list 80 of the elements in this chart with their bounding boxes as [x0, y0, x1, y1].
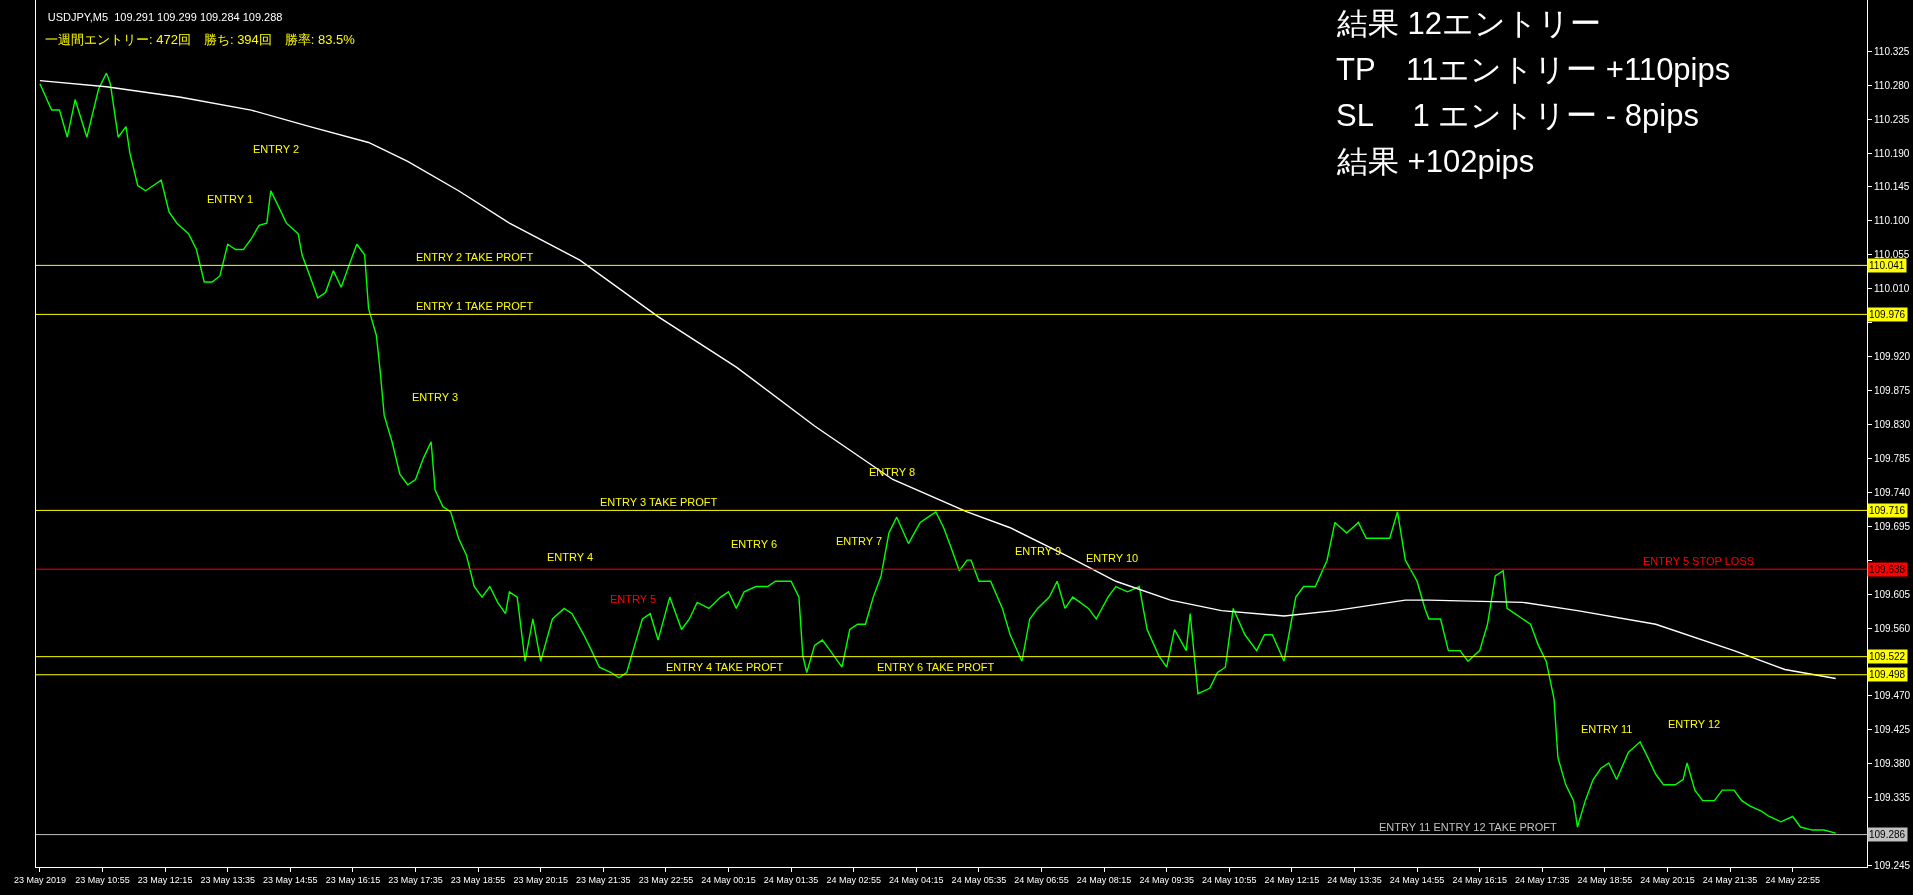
x-tick-label: 24 May 22:55 [1765, 874, 1820, 885]
y-tick-label: 109.335 [1874, 792, 1911, 804]
x-tick-label: 24 May 18:55 [1577, 874, 1633, 885]
ref-line-label: 109.498 [1869, 669, 1906, 680]
annotation: ENTRY 5 STOP LOSS [1643, 555, 1755, 567]
annotation: ENTRY 7 [836, 535, 883, 547]
annotation: TP 11エントリー +110pips [1336, 52, 1731, 87]
y-tick-label: 109.830 [1874, 418, 1911, 430]
x-tick-label: 24 May 01:35 [763, 874, 819, 885]
y-tick-label: 110.100 [1874, 215, 1910, 227]
annotation: ENTRY 10 [1086, 552, 1139, 564]
annotation: ENTRY 3 [412, 391, 459, 403]
x-tick-label: 24 May 10:55 [1202, 874, 1257, 885]
ref-line-label: 109.716 [1869, 505, 1906, 516]
y-tick-label: 109.920 [1874, 351, 1911, 363]
annotation: SL 1 エントリー - 8pips [1336, 98, 1699, 133]
x-tick-label: 23 May 13:35 [200, 874, 255, 885]
x-tick-label: 24 May 20:15 [1640, 874, 1695, 885]
x-tick-label: 23 May 16:15 [325, 874, 381, 885]
x-tick-label: 24 May 06:55 [1014, 874, 1069, 885]
y-tick-label: 110.190 [1874, 147, 1910, 159]
x-tick-label: 24 May 04:15 [889, 874, 944, 885]
annotation: ENTRY 1 TAKE PROFT [416, 300, 534, 312]
y-tick-label: 110.325 [1874, 45, 1910, 57]
x-tick-label: 24 May 16:15 [1452, 874, 1507, 885]
annotation: ENTRY 4 TAKE PROFT [666, 661, 784, 673]
x-tick-label: 23 May 18:55 [450, 874, 506, 885]
y-tick-label: 110.010 [1874, 283, 1910, 295]
y-tick-label: 110.280 [1874, 79, 1910, 91]
x-tick-label: 24 May 09:35 [1139, 874, 1194, 885]
annotation: ENTRY 12 [1668, 718, 1721, 730]
text: 一週間エントリー: 472回 勝ち: 394回 勝率: 83.5% [45, 32, 356, 47]
annotation: 結果 +102pips [1336, 144, 1535, 179]
x-tick-label: 24 May 08:15 [1076, 874, 1132, 885]
x-tick-label: 24 May 13:35 [1327, 874, 1382, 885]
x-tick-label: 24 May 02:55 [826, 874, 881, 885]
y-tick-label: 109.470 [1874, 690, 1911, 702]
x-tick-label: 24 May 17:35 [1515, 874, 1570, 885]
x-tick-label: 24 May 21:35 [1702, 874, 1758, 885]
x-tick-label: 24 May 12:15 [1264, 874, 1320, 885]
y-tick-label: 109.380 [1874, 758, 1911, 770]
ref-line-label: 109.638 [1869, 564, 1906, 575]
y-tick-label: 109.875 [1874, 385, 1911, 397]
annotation: ENTRY 2 TAKE PROFT [416, 251, 534, 263]
y-tick-label: 109.605 [1874, 588, 1911, 600]
annotation: ENTRY 11 [1581, 723, 1633, 735]
x-tick-label: 23 May 14:55 [263, 874, 318, 885]
annotation: ENTRY 6 TAKE PROFT [877, 661, 995, 673]
x-tick-label: 23 May 10:55 [75, 874, 130, 885]
annotation: ENTRY 5 [610, 593, 657, 605]
annotation: 結果 12エントリー [1336, 6, 1602, 41]
annotation: ENTRY 3 TAKE PROFT [600, 496, 718, 508]
annotation: ENTRY 11 ENTRY 12 TAKE PROFT [1379, 821, 1557, 833]
x-tick-label: 23 May 12:15 [137, 874, 193, 885]
x-tick-label: 24 May 14:55 [1389, 874, 1445, 885]
x-tick-label: 24 May 05:35 [951, 874, 1007, 885]
y-tick-label: 109.695 [1874, 520, 1911, 532]
x-tick-label: 23 May 17:35 [388, 874, 443, 885]
y-tick-label: 109.740 [1874, 486, 1911, 498]
x-tick-label: 24 May 00:15 [701, 874, 756, 885]
y-tick-label: 109.425 [1874, 724, 1911, 736]
y-tick-label: 109.785 [1874, 452, 1911, 464]
ref-line-label: 110.041 [1869, 260, 1905, 271]
y-tick-label: 110.055 [1874, 249, 1910, 261]
x-tick-label: 23 May 21:35 [576, 874, 631, 885]
x-tick-label: 23 May 22:55 [638, 874, 694, 885]
ref-line-label: 109.286 [1869, 829, 1906, 840]
y-tick-label: 110.235 [1874, 113, 1910, 125]
ref-line-label: 109.522 [1869, 651, 1906, 662]
annotation: ENTRY 6 [731, 538, 778, 550]
annotation: ENTRY 1 [207, 193, 254, 205]
y-tick-label: 110.145 [1874, 181, 1910, 193]
x-tick-label: 23 May 2019 [13, 874, 66, 885]
text: USDJPY,M5 109.291 109.299 109.284 109.288 [47, 11, 283, 24]
x-tick-label: 23 May 20:15 [513, 874, 568, 885]
y-tick-label: 109.245 [1874, 859, 1911, 871]
annotation: ENTRY 4 [547, 551, 594, 563]
y-tick-label: 109.560 [1874, 622, 1911, 634]
annotation: ENTRY 2 [253, 143, 300, 155]
ref-line-label: 109.976 [1869, 309, 1906, 320]
